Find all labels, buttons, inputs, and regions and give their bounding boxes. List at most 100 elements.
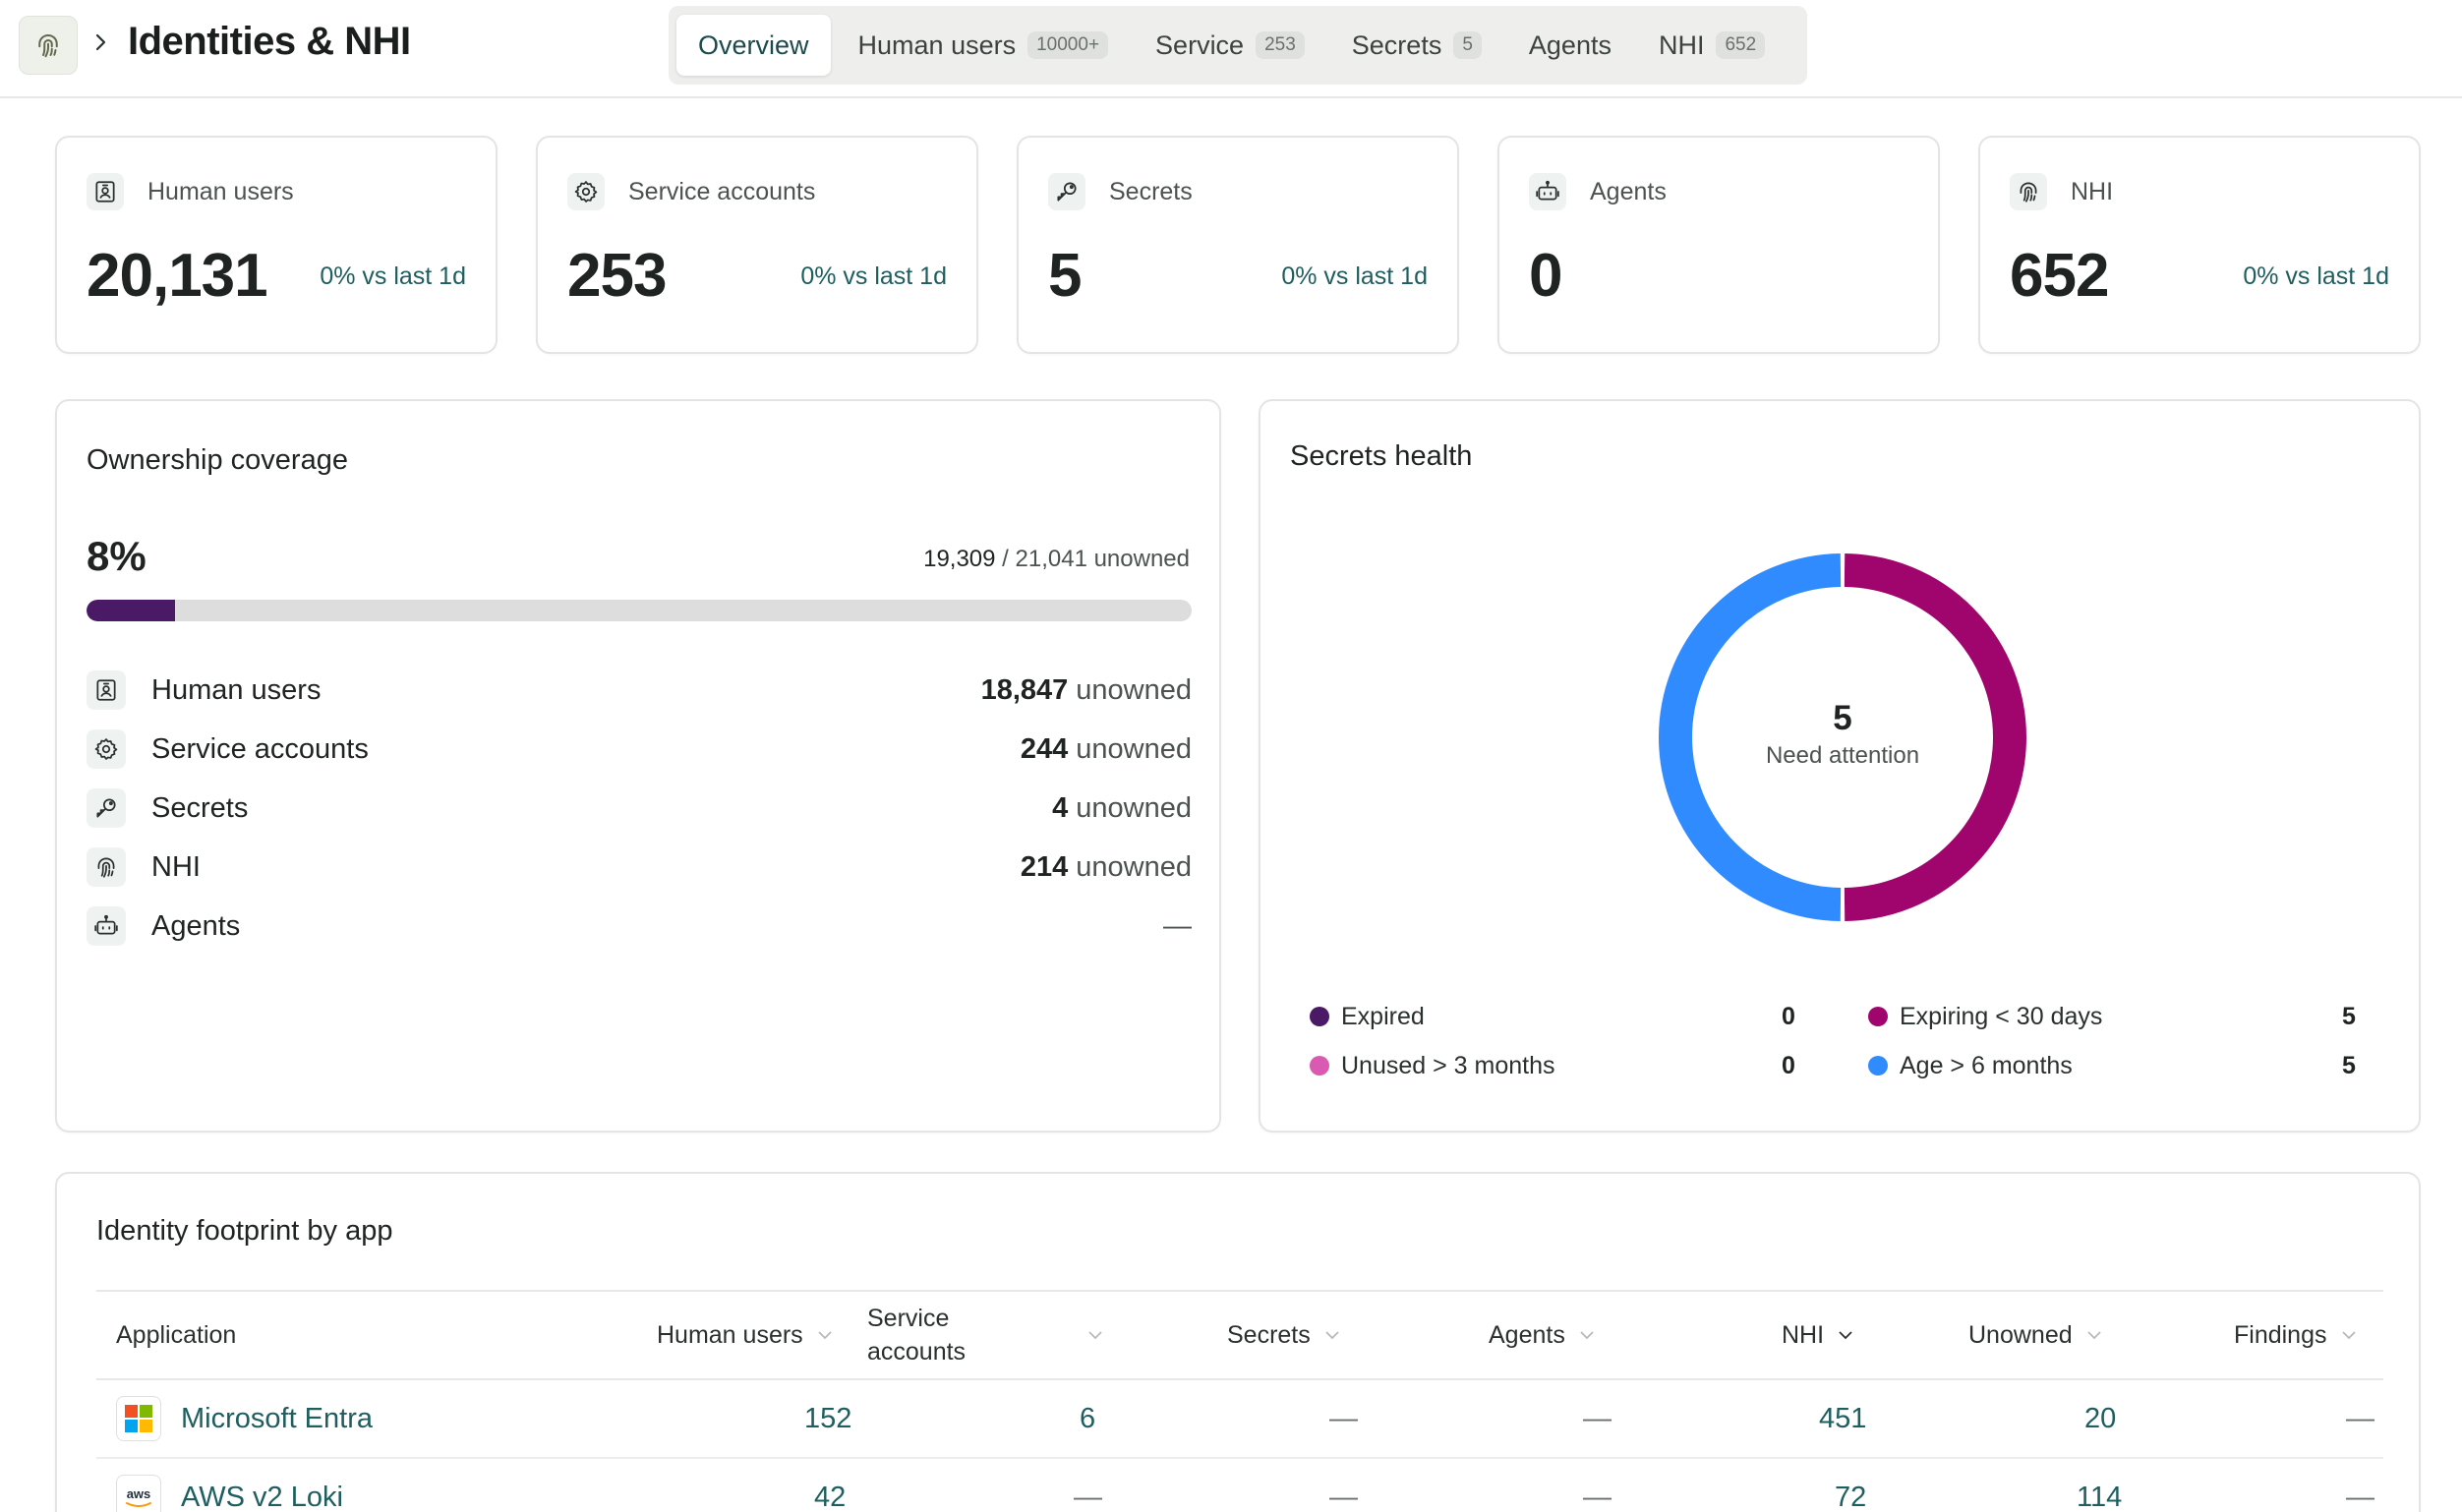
section-title: Secrets health [1290,440,1473,472]
aws-logo-text: aws [127,1486,151,1501]
page-header: Identities & NHI Overview Human users 100… [0,0,2462,98]
col-label: Service accounts [867,1302,966,1368]
cell-secrets: — [1329,1402,1358,1434]
col-secrets[interactable]: Secrets [1227,1292,1340,1378]
stat-value: 5 [1048,242,1082,310]
col-application[interactable]: Application [116,1292,236,1378]
section-title: Ownership coverage [87,444,348,476]
ownership-row-label: Human users [151,673,322,706]
ownership-row-value: 18,847 unowned [981,674,1192,707]
table-header: Application Human users Service accounts … [96,1290,2383,1380]
cell-unowned[interactable]: 20 [2084,1402,2117,1434]
col-findings[interactable]: Findings [2234,1292,2357,1378]
tab-secrets[interactable]: Secrets 5 [1332,15,1501,76]
cell-nhi[interactable]: 72 [1835,1481,1867,1512]
cell-application[interactable]: Microsoft Entra [116,1380,373,1457]
table-row[interactable]: aws AWS v2 Loki 42 — — — 72 114 — [96,1459,2383,1512]
chevron-down-icon [817,1330,833,1340]
ownership-row-secrets[interactable]: Secrets 4 unowned [87,779,1192,838]
stat-label: NHI [2071,178,2114,205]
ownership-row-human-users[interactable]: Human users 18,847 unowned [87,661,1192,720]
donut-slice-age[interactable] [1659,553,1842,921]
legend-label: Expired [1341,1002,1425,1030]
app-name-link[interactable]: AWS v2 Loki [181,1481,343,1512]
ownership-coverage-card: Ownership coverage 8% 19,309 / 21,041 un… [55,399,1221,1133]
legend-dot [1868,1056,1888,1076]
col-label: Application [116,1320,237,1349]
ownership-row-count: 18,847 [980,673,1069,706]
footprint-table: Application Human users Service accounts … [96,1290,2383,1512]
stat-card-service-accounts[interactable]: Service accounts 253 0% vs last 1d [536,136,978,354]
section-title: Identity footprint by app [96,1215,393,1247]
donut-svg [1659,553,2026,921]
fingerprint-icon [87,847,126,887]
stat-delta: 0% vs last 1d [320,262,466,290]
stat-value: 652 [2010,242,2109,310]
app-name-link[interactable]: Microsoft Entra [181,1402,373,1434]
cell-service-accounts[interactable]: 6 [1080,1402,1096,1434]
legend-item-age[interactable]: Age > 6 months [1868,1048,2073,1083]
col-human-users[interactable]: Human users [657,1292,833,1378]
breadcrumb-chevron-icon [91,28,111,57]
ownership-row-nhi[interactable]: NHI 214 unowned [87,838,1192,897]
chevron-down-icon [1838,1330,1853,1340]
tab-label: Overview [698,29,809,60]
legend-label: Expiring < 30 days [1900,1002,2103,1030]
fingerprint-icon [38,34,58,58]
col-service-accounts[interactable]: Service accounts [867,1292,1103,1378]
chevron-down-icon [1087,1330,1103,1340]
legend-item-expired[interactable]: Expired [1310,999,1425,1034]
aws-logo-icon: aws [116,1475,161,1512]
table-row[interactable]: Microsoft Entra 152 6 — — 451 20 — [96,1380,2383,1459]
app-logo[interactable] [19,16,78,75]
donut-slice-expiring[interactable] [1844,553,2026,921]
identity-footprint-card: Identity footprint by app Application Hu… [55,1172,2421,1512]
ownership-progress-bar [87,600,1192,621]
cell-application[interactable]: aws AWS v2 Loki [116,1459,343,1512]
tab-human-users[interactable]: Human users 10000+ [839,15,1129,76]
tab-nhi[interactable]: NHI 652 [1639,15,1785,76]
page-title: Identities & NHI [128,20,411,63]
col-label: Unowned [1968,1320,2073,1349]
ownership-row-suffix: unowned [1076,673,1192,706]
ownership-percent: 8% [87,533,147,579]
cell-unowned[interactable]: 114 [2077,1481,2123,1512]
unowned-count: 19,309 [923,546,996,572]
stat-label: Secrets [1109,178,1193,205]
stat-label: Human users [147,178,294,205]
legend-item-expiring[interactable]: Expiring < 30 days [1868,999,2102,1034]
ownership-row-value: — [1155,910,1192,943]
stat-card-human-users[interactable]: Human users 20,131 0% vs last 1d [55,136,498,354]
ownership-row-count: 214 [1020,850,1069,883]
legend-label: Age > 6 months [1900,1051,2073,1079]
col-agents[interactable]: Agents [1489,1292,1595,1378]
ownership-row-service-accounts[interactable]: Service accounts 244 unowned [87,720,1192,779]
ownership-row-suffix: — [1163,909,1192,942]
cell-human-users[interactable]: 152 [804,1402,852,1434]
cell-nhi[interactable]: 451 [1819,1402,1867,1434]
cell-human-users[interactable]: 42 [814,1481,847,1512]
robot-icon [87,906,126,946]
unowned-total: 19,309 / 21,041 unowned [923,543,1190,576]
ownership-row-suffix: unowned [1076,850,1192,883]
legend-value: 0 [1782,1003,1795,1030]
legend-value: 0 [1782,1052,1795,1079]
key-icon [87,788,126,828]
tab-overview[interactable]: Overview [676,15,831,76]
tab-service[interactable]: Service 253 [1136,15,1324,76]
user-badge-icon [87,173,124,210]
stat-card-secrets[interactable]: Secrets 5 0% vs last 1d [1017,136,1459,354]
tab-agents[interactable]: Agents [1509,15,1631,76]
ownership-row-agents[interactable]: Agents — [87,897,1192,956]
stat-delta: 0% vs last 1d [1281,262,1428,290]
col-nhi[interactable]: NHI [1782,1292,1853,1378]
stat-card-nhi[interactable]: NHI 652 0% vs last 1d [1978,136,2421,354]
key-icon [1048,173,1085,210]
stat-label: Service accounts [628,178,816,205]
cell-secrets: — [1329,1481,1358,1512]
stat-card-agents[interactable]: Agents 0 [1497,136,1940,354]
legend-dot [1310,1056,1329,1076]
tab-label: NHI [1658,29,1705,60]
col-unowned[interactable]: Unowned [1968,1292,2102,1378]
legend-item-unused[interactable]: Unused > 3 months [1310,1048,1555,1083]
